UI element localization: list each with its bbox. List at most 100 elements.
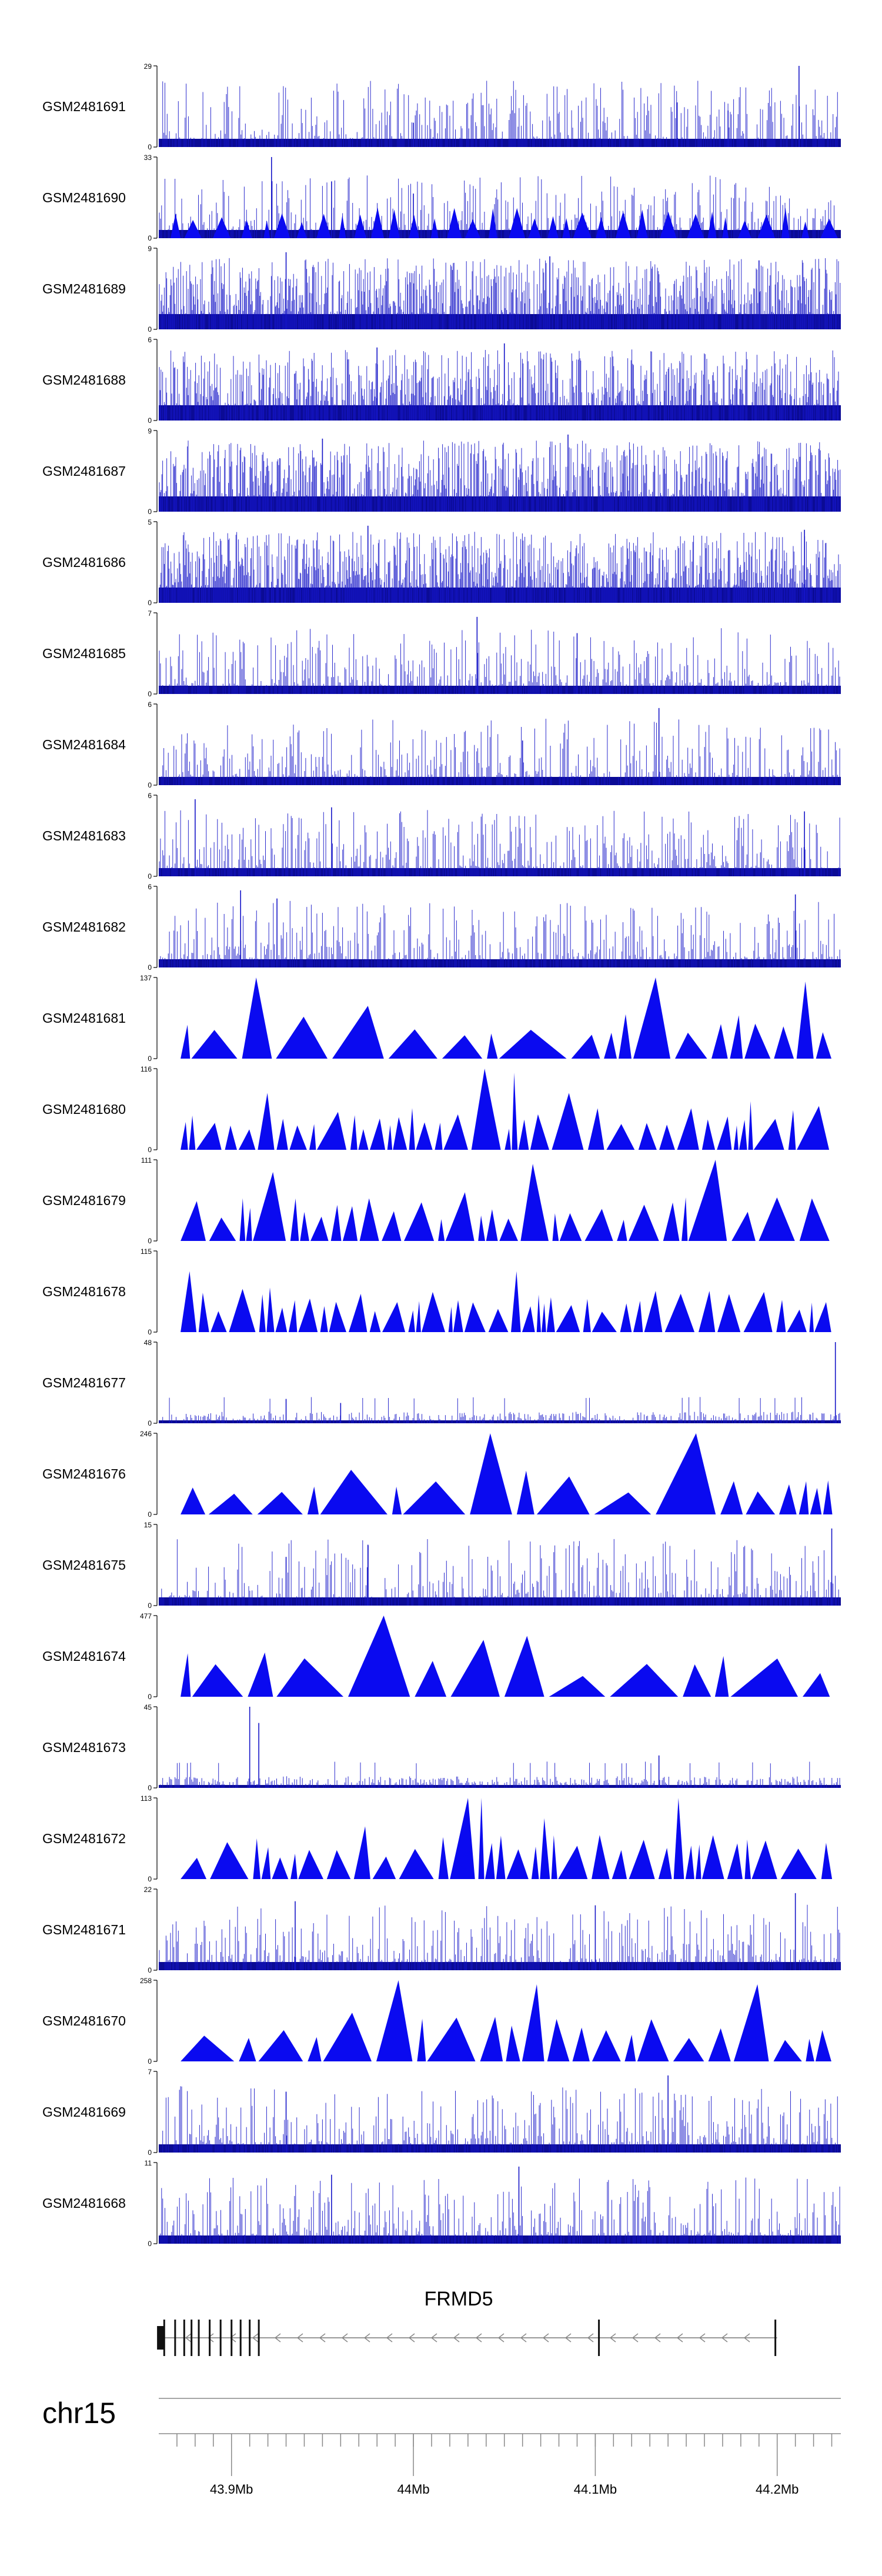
y-min-label: 0 <box>148 963 152 972</box>
coverage-baseline <box>159 314 841 329</box>
coverage-peak <box>258 1093 275 1150</box>
coverage-peak <box>711 1024 728 1059</box>
coverage-peak <box>316 213 331 238</box>
y-max-label: 111 <box>141 1156 152 1164</box>
coverage-peak <box>376 1980 413 2061</box>
coverage-peak <box>809 1302 814 1332</box>
track-GSM2481688: GSM2481688 6 0 <box>42 336 841 425</box>
coverage-baseline <box>159 1785 841 1788</box>
gene-exon <box>258 2320 260 2356</box>
coverage-peak <box>587 1108 604 1150</box>
track-label: GSM2481669 <box>42 2104 126 2120</box>
coverage-bars <box>159 628 840 694</box>
coverage-peak <box>296 222 307 238</box>
coverage-peak <box>393 1117 407 1150</box>
coverage-peak <box>727 1843 743 1879</box>
coverage-peak <box>584 1209 613 1241</box>
strand-arrow <box>274 2333 281 2343</box>
strand-arrow <box>520 2333 527 2343</box>
coverage-peak <box>353 1826 370 1879</box>
coverage-peak <box>504 1636 544 1697</box>
track-GSM2481682: GSM2481682 6 0 <box>42 883 841 972</box>
y-max-label: 5 <box>148 518 152 526</box>
strand-arrow <box>386 2333 393 2343</box>
strand-arrow <box>564 2333 572 2343</box>
y-min-label: 0 <box>148 1055 152 1063</box>
strand-arrow <box>587 2333 594 2343</box>
coverage-peak <box>512 1072 518 1150</box>
track-label: GSM2481673 <box>42 1740 126 1755</box>
coverage-baseline <box>159 588 841 603</box>
coverage-peak <box>488 208 497 238</box>
coverage-peak <box>814 1302 831 1332</box>
coverage-peak <box>382 1302 406 1332</box>
gene-exon <box>774 2320 777 2356</box>
coverage-peak <box>273 213 290 238</box>
track-label: GSM2481684 <box>42 737 126 752</box>
coverage-peak <box>806 2038 814 2061</box>
coverage-peak <box>478 1798 485 1879</box>
coverage-peak <box>664 1293 695 1332</box>
coverage-peak <box>349 1293 368 1332</box>
strand-arrow <box>296 2333 303 2343</box>
coverage-bars <box>159 810 840 876</box>
coverage-peak <box>592 2030 621 2061</box>
track-label: GSM2481680 <box>42 1102 126 1117</box>
coverage-peak <box>720 1481 743 1514</box>
track-GSM2481683: GSM2481683 6 0 <box>42 792 841 880</box>
track-label: GSM2481687 <box>42 463 126 479</box>
coverage-peak <box>558 1846 588 1879</box>
coverage-peak <box>415 1661 447 1697</box>
coverage-peak <box>660 212 677 238</box>
coverage-peak <box>707 211 717 238</box>
coverage-peak <box>238 1129 256 1150</box>
coverage-peak <box>442 1035 483 1059</box>
coverage-bars <box>159 349 839 421</box>
coverage-peak <box>677 1108 699 1150</box>
coverage-peak <box>257 1491 303 1514</box>
coverage-peak <box>542 1303 546 1332</box>
coverage-peak <box>339 215 346 238</box>
gene-exon <box>163 2320 165 2356</box>
coverage-peak <box>522 1306 535 1332</box>
strand-arrow <box>542 2333 549 2343</box>
track-label: GSM2481674 <box>42 1649 126 1664</box>
gene-exon <box>174 2320 176 2356</box>
y-max-label: 258 <box>140 1977 152 1985</box>
y-min-label: 0 <box>148 234 152 242</box>
coverage-peak <box>307 1486 319 1514</box>
strand-arrow <box>497 2333 505 2343</box>
axis-tick-label: 43.9Mb <box>210 2482 253 2497</box>
gene-track: FRMD5 <box>157 2288 777 2356</box>
y-max-label: 9 <box>148 427 152 435</box>
coverage-bars <box>162 1397 840 1423</box>
gene-exon <box>157 2326 165 2350</box>
genome-axis: chr15 43.9Mb 44Mb 44.1Mb 44.2Mb <box>42 2397 841 2497</box>
coverage-peak <box>289 1125 307 1150</box>
coverage-peak <box>181 1025 191 1059</box>
coverage-peak <box>488 1309 509 1332</box>
coverage-peak <box>522 1984 544 2061</box>
gene-exon <box>230 2320 233 2356</box>
track-GSM2481677: GSM2481677 48 0 <box>42 1339 841 1427</box>
coverage-peak <box>198 1293 209 1332</box>
strand-arrow <box>185 2333 192 2343</box>
strand-arrow <box>363 2333 370 2343</box>
y-max-label: 45 <box>144 1703 152 1711</box>
coverage-peak <box>583 1299 591 1332</box>
coverage-peak <box>596 217 607 238</box>
coverage-peak <box>699 1291 716 1332</box>
coverage-peak <box>487 1033 498 1059</box>
track-GSM2481685: GSM2481685 7 0 <box>42 609 841 698</box>
coverage-peak <box>594 1492 652 1514</box>
gene-exon <box>219 2320 222 2356</box>
y-min-label: 0 <box>148 416 152 425</box>
coverage-peak <box>416 1301 421 1332</box>
coverage-peak <box>617 1220 627 1241</box>
y-max-label: 6 <box>148 792 152 800</box>
coverage-peak <box>427 2017 476 2061</box>
y-max-label: 113 <box>141 1794 152 1803</box>
coverage-peak <box>559 1213 582 1241</box>
track-GSM2481673: GSM2481673 45 0 <box>42 1703 841 1792</box>
coverage-peak <box>369 1311 381 1332</box>
